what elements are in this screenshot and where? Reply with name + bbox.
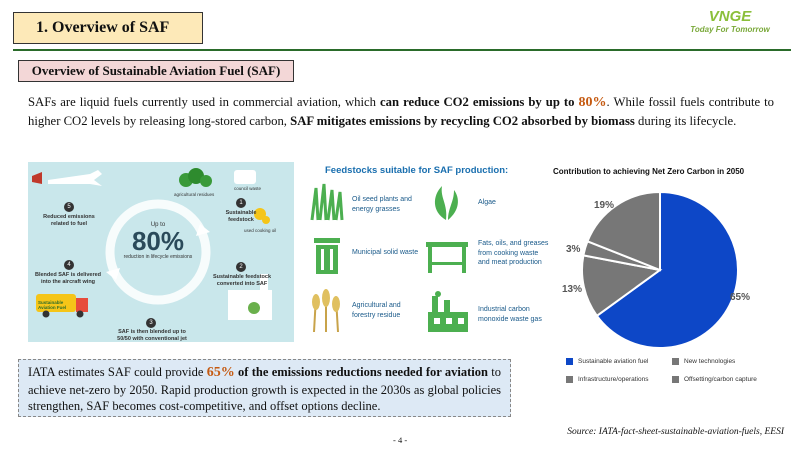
pie-slice-new-technologies [586, 190, 661, 272]
wheel-icon [42, 310, 50, 318]
tree-icon [188, 168, 204, 184]
factory-icon [428, 291, 468, 332]
step-number: 2 [236, 262, 246, 272]
pie-slice-offsetting-carbon-capture [581, 254, 663, 318]
callout-text-1: IATA estimates SAF could provide [28, 365, 207, 379]
page-title-text: 1. Overview of SAF [36, 19, 170, 36]
pie-label-offsetting: 13% [562, 284, 583, 295]
pie-label-saf: 65% [730, 292, 751, 303]
recycle-icon [248, 302, 260, 314]
cycle-ring [105, 199, 211, 305]
intro-bold-2: SAF mitigates emissions by recycling CO2… [290, 114, 635, 128]
feedstock-item: Algae [478, 199, 496, 206]
legend-label: New technologies [684, 358, 736, 365]
section-subtitle: Overview of Sustainable Aviation Fuel (S… [18, 60, 294, 82]
legend-label: Infrastructure/operations [578, 376, 649, 383]
iata-callout: IATA estimates SAF could provide 65% of … [18, 359, 511, 417]
feedstock-item: Municipal solid waste [352, 249, 419, 256]
tree-icon [200, 175, 212, 187]
step-text: SAF is then blended up to 50/50 with con… [117, 329, 187, 342]
header-divider [13, 49, 791, 51]
trash-bin-icon [314, 238, 340, 274]
step-number: 3 [146, 318, 156, 328]
feedstock-item: Oil seed plants and energy grasses [352, 196, 412, 213]
callout-text-2: to achieve net-zero by 2050. Rapid produ… [28, 365, 501, 413]
oil-drop-icon [254, 208, 266, 220]
garbage-truck-icon [234, 170, 256, 184]
label-cooking: used cooking oil [244, 228, 277, 233]
airplane-icon [48, 170, 102, 186]
intro-bold-1: can reduce CO2 emissions by up to [380, 95, 579, 109]
feedstocks-title: Feedstocks suitable for SAF production: [325, 165, 509, 176]
feedstock-item: Fats, oils, and greases from cooking was… [478, 240, 549, 266]
step-text: Sustainable feedstock converted into SAF [212, 274, 272, 287]
cycle-arrow-icon [106, 268, 120, 280]
step-number: 1 [236, 198, 246, 208]
intro-text-1: SAFs are liquid fuels currently used in … [28, 95, 381, 109]
fuel-tanker-icon [36, 294, 76, 312]
center-subtitle: reduction in lifecycle emissions [123, 254, 193, 260]
legend-swatch [672, 376, 679, 383]
legend-swatch [672, 358, 679, 365]
pie-label-new-tech: 19% [594, 200, 615, 211]
label-council: council waste [234, 186, 262, 191]
intro-text-2: . While fossil fuels contribute to highe… [28, 95, 775, 128]
lifecycle-graphics [32, 168, 272, 320]
intro-text-3: during its lifecycle. [634, 114, 737, 128]
legend-swatch [566, 358, 573, 365]
feedstock-item: Agricultural and forestry residue [352, 302, 401, 319]
step-text: Blended SAF is delivered into the aircra… [34, 272, 102, 285]
refinery-chimney-icon [260, 274, 268, 292]
feedstock-item: Industrial carbon monoxide waste gas [478, 306, 542, 323]
legend-swatch [566, 376, 573, 383]
label-agricultural: agricultural residues [174, 192, 215, 197]
source-citation: Source: IATA-fact-sheet-sustainable-avia… [567, 427, 784, 437]
chart-title: Contribution to achieving Net Zero Carbo… [553, 167, 745, 176]
logo-tagline: Today For Tomorrow [690, 25, 770, 34]
pie-chart [581, 190, 739, 349]
page-title: 1. Overview of SAF [13, 12, 203, 44]
legend-label: Offsetting/carbon capture [684, 376, 757, 383]
intro-accent-80: 80% [578, 95, 607, 110]
table-icon [426, 242, 468, 273]
airplane-tail-icon [32, 172, 42, 184]
oil-drop-icon [262, 216, 270, 224]
legend-label: Sustainable aviation fuel [578, 358, 649, 365]
intro-paragraph: SAFs are liquid fuels currently used in … [28, 93, 774, 131]
pie-label-infrastructure: 3% [566, 244, 581, 255]
step-number: 5 [64, 202, 74, 212]
callout-bold: of the emissions reductions needed for a… [234, 365, 488, 379]
label-truck: Sustainable Aviation Fuel [38, 300, 67, 310]
lifecycle-center: Up to 80% reduction in lifecycle emissio… [118, 222, 198, 260]
legend-item: Offsetting/carbon capture [672, 376, 757, 383]
center-up-to: Up to [150, 222, 166, 228]
callout-accent-65: 65% [206, 365, 235, 380]
page-number: - 4 - [393, 435, 408, 445]
wheel-icon [76, 310, 84, 318]
wheat-icon [312, 289, 340, 333]
tanker-cab-icon [76, 298, 88, 312]
company-logo: VNGE Today For Tomorrow [670, 8, 790, 44]
pie-slice-sustainable-aviation-fuel [595, 190, 739, 349]
step-text: Sustainable feedstock [225, 210, 257, 223]
step-text: Reduced emissions related to fuel [43, 214, 95, 227]
legend-item: Infrastructure/operations [566, 376, 648, 383]
algae-icon [434, 186, 458, 220]
step-number: 4 [64, 260, 74, 270]
center-value: 80% [131, 226, 185, 256]
saf-lifecycle-infographic: Up to 80% reduction in lifecycle emissio… [28, 162, 294, 342]
legend-item: New technologies [672, 358, 735, 365]
cycle-arrow-icon [196, 224, 210, 236]
grass-icon [310, 183, 344, 221]
logo-mark: VNGE [708, 8, 752, 25]
legend-item: Sustainable aviation fuel [566, 358, 648, 365]
